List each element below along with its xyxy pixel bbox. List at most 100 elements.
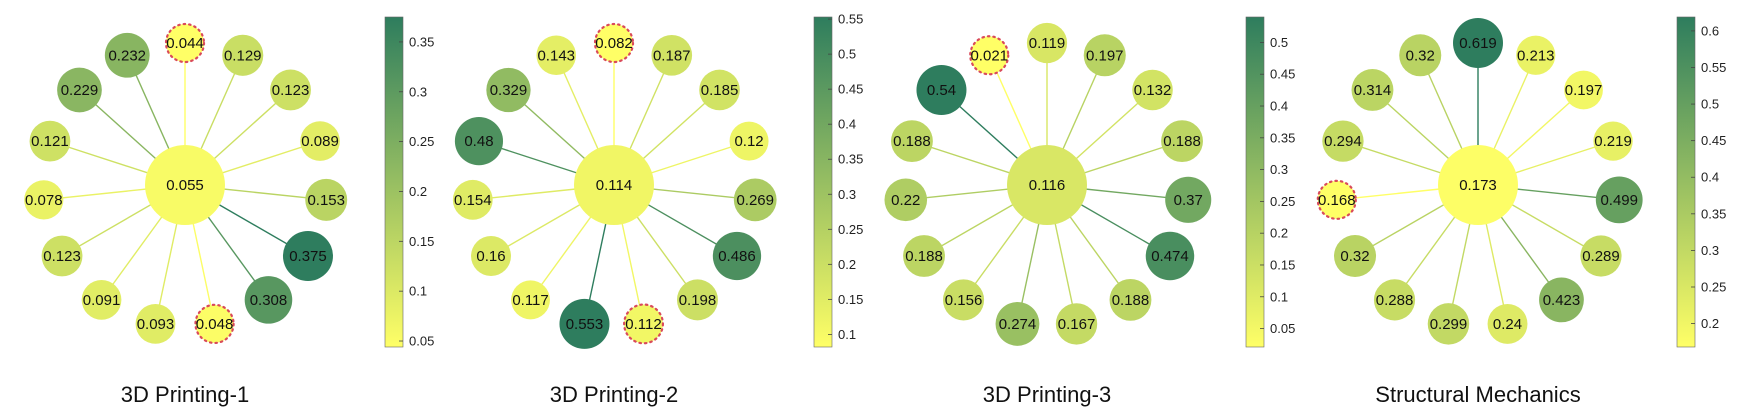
node	[1487, 303, 1528, 344]
node-value-label: 0.269	[736, 192, 774, 209]
node-value-label: 0.294	[1324, 133, 1362, 150]
center-value-label: 0.055	[166, 177, 204, 194]
node	[1055, 303, 1098, 345]
node-value-label: 0.167	[1058, 316, 1096, 333]
colorbar-tick-label: 0.5	[1701, 97, 1719, 112]
colorbar-tick-label: 0.6	[1701, 23, 1719, 38]
colorbar-tick-label: 0.3	[838, 187, 856, 202]
node-value-label: 0.143	[537, 47, 575, 64]
node-value-label: 0.048	[196, 316, 234, 333]
node	[1593, 121, 1633, 161]
colorbar-tick-label: 0.1	[1270, 289, 1288, 304]
node-value-label: 0.112	[625, 316, 661, 333]
node-value-label: 0.24	[1493, 316, 1522, 333]
node	[1026, 22, 1068, 64]
colorbar-gradient	[813, 16, 833, 348]
colorbar-tick-label: 0.4	[838, 117, 856, 132]
colorbar: 0.05 0.1 0.15 0.2 0.25 0.3 0.35 0.4 0.45 0.5	[1245, 16, 1295, 348]
node-value-label: 0.32	[1340, 248, 1369, 265]
node-value-label: 0.48	[464, 133, 493, 150]
node-value-label: 0.619	[1459, 35, 1497, 52]
node-value-label: 0.197	[1086, 47, 1124, 64]
colorbar-tick-label: 0.15	[1270, 257, 1295, 272]
node	[41, 235, 83, 277]
node-value-label: 0.082	[595, 35, 633, 52]
node	[135, 304, 176, 344]
node	[1453, 18, 1503, 68]
node-value-label: 0.188	[893, 133, 931, 150]
colorbar-tick-label: 0.5	[838, 47, 856, 62]
node-value-label: 0.288	[1376, 292, 1414, 309]
panel-3d-printing-2: 3D Printing-2 0.0820.1870.1850.120.2690.…	[452, 12, 863, 407]
node-value-label: 0.22	[891, 192, 920, 209]
colorbar-tick-label: 0.2	[1701, 316, 1719, 331]
node-value-label: 0.308	[250, 292, 288, 309]
node-value-label: 0.274	[999, 316, 1037, 333]
node-value-label: 0.197	[1565, 82, 1603, 99]
node	[1373, 279, 1416, 321]
node-value-label: 0.044	[166, 35, 204, 52]
node	[1564, 70, 1603, 110]
node-value-label: 0.129	[224, 47, 262, 64]
node	[1427, 303, 1470, 345]
colorbar-tick-label: 0.55	[838, 12, 863, 27]
colorbar-tick-label: 0.3	[1701, 243, 1719, 258]
node	[471, 236, 512, 276]
node-value-label: 0.229	[61, 82, 99, 99]
node	[1399, 34, 1442, 77]
node	[104, 32, 150, 78]
colorbar-tick-label: 0.5	[1270, 35, 1288, 50]
node	[270, 69, 311, 111]
node-value-label: 0.154	[454, 192, 492, 209]
colorbar-tick-label: 0.45	[1701, 133, 1726, 148]
colorbar: 0.1 0.15 0.2 0.25 0.3 0.35 0.4 0.45 0.5 0.55	[813, 12, 863, 348]
colorbar-tick-label: 0.15	[409, 234, 434, 249]
colorbar-tick-label: 0.05	[1270, 321, 1295, 336]
node-value-label: 0.185	[701, 82, 739, 99]
node-value-label: 0.289	[1582, 248, 1620, 265]
node	[244, 276, 293, 324]
node	[712, 231, 762, 281]
nodes: 0.119 0.197 0.132 0.188 0.37 0.474 0.188 0.167 0…	[884, 22, 1212, 346]
node	[57, 67, 102, 113]
center-node	[574, 145, 654, 225]
node-value-label: 0.12	[734, 133, 763, 150]
node	[891, 120, 933, 163]
colorbar-gradient	[1676, 16, 1696, 348]
node-value-label: 0.123	[43, 248, 81, 265]
colorbar: 0.05 0.1 0.15 0.2 0.25 0.3 0.35	[384, 16, 434, 349]
node-value-label: 0.54	[927, 82, 956, 99]
node-value-label: 0.121	[31, 133, 69, 150]
node	[1132, 69, 1173, 111]
node-value-label: 0.423	[1543, 292, 1581, 309]
node-value-label: 0.188	[1112, 292, 1150, 309]
center-value-label: 0.114	[596, 177, 632, 194]
node	[651, 34, 693, 76]
colorbar-tick-label: 0.25	[1270, 194, 1295, 209]
nodes: 0.619 0.213 0.197 0.219 0.499 0.289 0.423 0.24 0…	[1316, 18, 1643, 345]
node-value-label: 0.553	[566, 316, 604, 333]
highlighted-node	[1316, 179, 1357, 220]
node-value-label: 0.089	[301, 133, 339, 150]
node	[1595, 176, 1643, 224]
panel-title: Structural Mechanics	[1375, 382, 1580, 407]
node	[1083, 34, 1126, 77]
node	[305, 178, 348, 221]
colorbar-tick-label: 0.3	[409, 84, 427, 99]
node	[729, 121, 769, 161]
node	[454, 117, 504, 166]
center-value-label: 0.116	[1029, 177, 1065, 194]
colorbar-tick-label: 0.35	[409, 34, 434, 49]
node	[1145, 231, 1195, 281]
node-value-label: 0.16	[476, 248, 505, 265]
center-value-label: 0.173	[1459, 177, 1497, 194]
node-value-label: 0.499	[1600, 192, 1638, 209]
colorbar-tick-label: 0.2	[838, 257, 856, 272]
node	[676, 279, 718, 321]
colorbar-tick-label: 0.05	[409, 334, 434, 349]
nodes: 0.082 0.187 0.185 0.12 0.269 0.486 0.198 0.112 0…	[452, 22, 777, 349]
node-value-label: 0.091	[83, 292, 121, 309]
node-value-label: 0.093	[137, 316, 175, 333]
node	[1334, 234, 1377, 278]
colorbar-tick-label: 0.25	[838, 222, 863, 237]
